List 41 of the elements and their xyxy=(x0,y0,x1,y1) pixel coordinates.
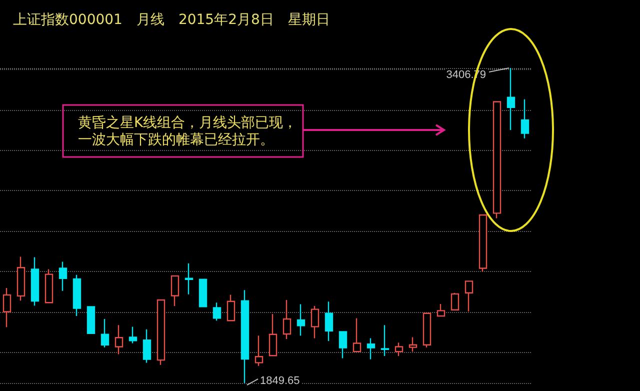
candlestick xyxy=(114,324,124,355)
candlestick xyxy=(478,214,488,272)
candlestick xyxy=(520,98,530,139)
annotation: 黄昏之星K线组合，月线头部已现，一波大幅下跌的帷幕已经拉开。 xyxy=(78,115,298,149)
candlestick xyxy=(44,268,54,304)
candlestick xyxy=(128,326,138,344)
annotation: 1849.65 xyxy=(259,375,301,387)
candlestick xyxy=(310,305,320,339)
candlestick xyxy=(366,338,376,360)
candlestick xyxy=(436,303,446,318)
candlestick xyxy=(2,287,12,328)
candlestick xyxy=(296,304,306,336)
candlestick xyxy=(492,101,502,219)
candlestick xyxy=(408,336,418,352)
candlestick xyxy=(16,256,26,302)
candlestick xyxy=(422,312,432,348)
candlestick xyxy=(198,278,208,308)
candlestick xyxy=(226,294,236,322)
candlestick xyxy=(324,301,334,342)
candlestick xyxy=(86,306,96,334)
candlestick xyxy=(240,289,250,384)
candlestick xyxy=(254,334,264,367)
candlestick xyxy=(282,299,292,340)
candlestick xyxy=(30,256,40,306)
candlestick xyxy=(100,318,110,348)
candlestick xyxy=(338,331,348,359)
candlestick xyxy=(464,280,474,312)
candlestick xyxy=(394,342,404,357)
candlestick xyxy=(352,318,362,352)
candlestick xyxy=(142,328,152,364)
candlestick xyxy=(268,313,278,356)
candlestick xyxy=(450,292,460,310)
chart-title: 上证指数000001 月线 2015年2月8日 星期日 xyxy=(13,12,330,28)
candlestick xyxy=(58,261,68,292)
candlestick xyxy=(380,324,390,357)
candlestick xyxy=(184,262,194,295)
candlestick xyxy=(170,275,180,307)
candlestick xyxy=(156,299,166,366)
candlestick xyxy=(506,67,516,131)
candlestick xyxy=(72,274,82,317)
candlestick xyxy=(212,302,222,322)
